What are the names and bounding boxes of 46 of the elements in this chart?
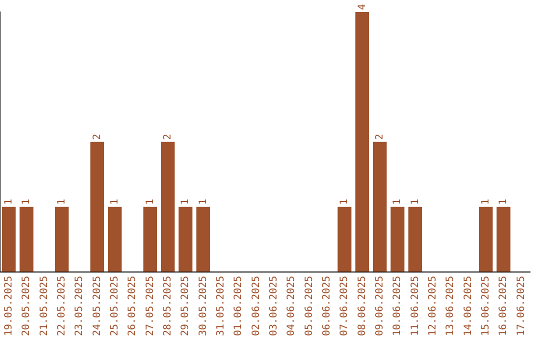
x-tick-label: 07.06.2025	[339, 276, 350, 336]
x-tick-label: 26.05.2025	[127, 276, 138, 336]
data-label: 2	[162, 134, 174, 140]
data-label: 2	[374, 134, 386, 140]
x-tick-label: 21.05.2025	[38, 276, 50, 336]
x-tick-label: 03.06.2025	[268, 276, 280, 336]
data-label: 1	[410, 198, 421, 205]
x-tick-label: 05.06.2025	[304, 276, 315, 336]
x-tick-label: 25.05.2025	[109, 276, 120, 336]
x-tick-label: 31.05.2025	[215, 276, 226, 336]
x-tick-label: 27.05.2025	[144, 276, 156, 336]
x-tick-label: 17.06.2025	[516, 276, 527, 336]
x-tick-label: 22.05.2025	[56, 276, 68, 336]
x-tick-label: 10.06.2025	[392, 276, 404, 336]
x-tick-label: 24.05.2025	[92, 276, 103, 336]
x-tick-label: 13.06.2025	[445, 276, 456, 336]
x-tick-label: 30.05.2025	[198, 276, 209, 336]
data-label: 1	[109, 198, 120, 205]
x-tick-label: 23.05.2025	[74, 276, 86, 336]
x-tick-label: 28.05.2025	[162, 276, 174, 336]
x-tick-label: 15.06.2025	[480, 276, 492, 336]
data-label: 1	[180, 198, 192, 205]
x-tick-label: 04.06.2025	[286, 276, 298, 336]
x-tick-label: 16.06.2025	[498, 276, 510, 336]
data-label: 4	[356, 4, 368, 10]
x-tick-label: 08.06.2025	[356, 276, 368, 336]
data-label: 1	[498, 198, 510, 205]
x-tick-label: 09.06.2025	[374, 276, 386, 336]
data-label: 1	[339, 198, 350, 205]
data-label: 1	[392, 198, 404, 205]
data-label: 2	[92, 134, 103, 140]
x-tick-label: 06.06.2025	[321, 276, 332, 336]
x-tick-label: 14.06.2025	[462, 276, 474, 336]
data-label: 1	[480, 198, 492, 205]
x-tick-label: 20.05.2025	[21, 276, 32, 336]
data-label: 1	[21, 198, 32, 205]
x-tick-label: 19.05.2025	[3, 276, 14, 336]
data-label: 1	[198, 198, 209, 205]
x-tick-label: 11.06.2025	[410, 276, 421, 336]
x-tick-label: 29.05.2025	[180, 276, 192, 336]
x-tick-label: 12.06.2025	[427, 276, 438, 336]
x-tick-label: 01.06.2025	[233, 276, 244, 336]
data-label: 1	[3, 198, 14, 205]
data-label: 1	[56, 198, 68, 205]
x-tick-label: 02.06.2025	[250, 276, 262, 336]
data-label: 1	[144, 198, 156, 205]
